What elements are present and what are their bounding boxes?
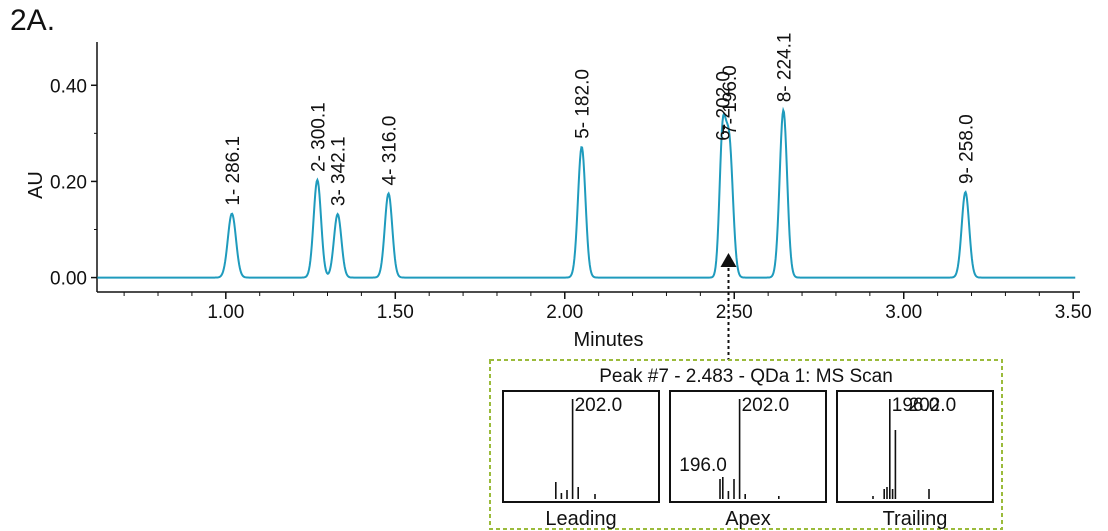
ms-peak-annotation: 202.0	[575, 395, 623, 416]
x-tick-label: 3.00	[885, 302, 922, 323]
peak-label: 9- 258.0	[956, 114, 977, 184]
x-tick-label: 1.00	[207, 302, 244, 323]
ms-peak-annotation: 196.0	[679, 455, 727, 476]
peak-label: 6- 202.0	[713, 71, 734, 141]
y-tick-label: 0.00	[50, 269, 87, 290]
ms-peak-annotation: 196.0	[892, 395, 940, 416]
x-tick-label: 1.50	[377, 302, 414, 323]
figure-label: 2A.	[10, 4, 56, 37]
ms-inset-box	[489, 359, 1003, 530]
ms-panel-frame	[669, 390, 827, 503]
peak-label: 2- 300.1	[308, 102, 329, 172]
ms-peak-annotation: 202.0	[742, 395, 790, 416]
ms-inset-title: Peak #7 - 2.483 - QDa 1: MS Scan	[599, 366, 893, 387]
peak-label: 3- 342.1	[329, 136, 350, 206]
peak-label: 4- 316.0	[380, 116, 401, 186]
peak-label: 1- 286.1	[223, 136, 244, 206]
y-tick-label: 0.20	[50, 172, 87, 193]
chromatogram-trace	[97, 106, 1076, 279]
y-tick-label: 0.40	[50, 76, 87, 97]
ms-panel-frame	[836, 390, 994, 503]
peak-marker-arrow	[720, 253, 737, 267]
peak-label: 8- 224.1	[774, 33, 795, 103]
x-tick-label: 2.50	[716, 302, 753, 323]
peak-label: 5- 182.0	[573, 69, 594, 139]
ms-panel-label: Trailing	[883, 508, 948, 530]
ms-panel-frame	[502, 390, 660, 503]
y-axis-label: AU	[25, 171, 47, 199]
x-tick-label: 2.00	[546, 302, 583, 323]
x-tick-label: 3.50	[1055, 302, 1092, 323]
x-axis-label: Minutes	[573, 329, 643, 351]
ms-panel-label: Leading	[545, 508, 616, 530]
ms-panel-label: Apex	[725, 508, 771, 530]
peak-label: 7- 196.0	[720, 65, 741, 135]
ms-peak-annotation: 202.0	[909, 395, 957, 416]
